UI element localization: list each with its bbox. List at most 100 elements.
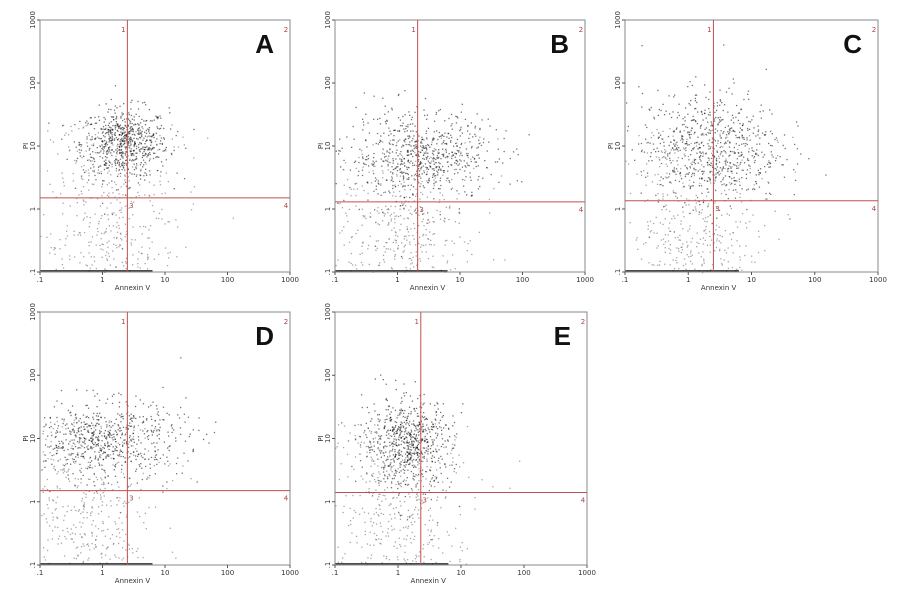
event-dot xyxy=(444,132,446,134)
event-dot xyxy=(695,76,697,78)
event-dot xyxy=(116,125,118,127)
event-dot xyxy=(116,446,118,449)
event-dot xyxy=(148,109,150,111)
event-dot xyxy=(391,175,393,178)
event-dot xyxy=(107,546,109,548)
event-dot xyxy=(348,261,350,263)
event-dot xyxy=(399,409,401,411)
event-dot xyxy=(115,441,117,443)
event-dot xyxy=(404,416,406,418)
event-dot xyxy=(723,143,726,145)
event-dot xyxy=(85,122,87,124)
event-dot xyxy=(48,446,50,448)
event-dot xyxy=(730,170,732,173)
event-dot xyxy=(699,238,702,240)
event-dot xyxy=(380,194,382,196)
event-dot xyxy=(152,134,154,136)
event-dot xyxy=(383,427,386,429)
event-dot xyxy=(658,264,661,266)
event-dot xyxy=(445,180,448,182)
event-dot xyxy=(690,175,693,178)
event-dot xyxy=(146,156,148,158)
event-dot xyxy=(711,264,714,266)
event-dot xyxy=(45,460,47,462)
event-dot xyxy=(697,162,699,164)
event-dot xyxy=(728,165,730,167)
event-dot xyxy=(397,247,399,249)
event-dot xyxy=(114,164,117,166)
event-dot xyxy=(132,226,134,228)
event-dot xyxy=(673,191,675,194)
event-dot xyxy=(425,130,428,132)
quadrant-number: 2 xyxy=(579,26,583,34)
event-dot xyxy=(725,158,727,160)
event-dot xyxy=(159,180,161,183)
event-dot xyxy=(405,266,407,269)
event-dot xyxy=(444,143,446,145)
event-dot xyxy=(392,187,394,190)
event-dot xyxy=(394,186,396,188)
event-dot xyxy=(148,135,150,137)
event-dot xyxy=(670,116,673,119)
event-dot xyxy=(389,465,391,467)
event-dot xyxy=(755,183,758,185)
event-dot xyxy=(163,441,165,443)
event-dot xyxy=(738,165,740,167)
event-dot xyxy=(389,152,391,154)
event-dot xyxy=(449,181,451,183)
event-dot xyxy=(366,473,368,475)
event-dot xyxy=(435,426,437,428)
event-dot xyxy=(79,434,81,436)
event-dot xyxy=(153,184,155,186)
event-dot xyxy=(74,485,77,487)
event-dot xyxy=(674,145,676,147)
event-dot xyxy=(403,203,405,205)
event-dot xyxy=(397,140,399,142)
event-dot xyxy=(114,132,116,134)
event-dot xyxy=(693,167,695,170)
event-dot xyxy=(114,138,116,140)
event-dot xyxy=(415,434,418,436)
event-dot xyxy=(769,130,772,133)
y-tick-label: 10 xyxy=(614,142,622,151)
event-dot xyxy=(104,268,106,270)
event-dot xyxy=(702,173,704,175)
event-dot xyxy=(733,151,735,153)
event-dot xyxy=(401,160,403,162)
event-dot xyxy=(459,154,461,157)
event-dot xyxy=(382,177,384,179)
event-dot xyxy=(403,412,405,414)
event-dot xyxy=(710,130,712,132)
event-dot xyxy=(107,129,109,131)
event-dot xyxy=(100,510,103,513)
event-dot xyxy=(119,175,122,177)
event-dot xyxy=(391,177,393,179)
event-dot xyxy=(448,486,451,488)
event-dot xyxy=(369,212,372,214)
event-dot xyxy=(135,147,138,150)
event-dot xyxy=(706,221,708,223)
event-dot xyxy=(741,169,743,171)
event-dot xyxy=(80,552,82,554)
event-dot xyxy=(76,422,78,424)
event-dot xyxy=(423,440,426,443)
event-dot xyxy=(166,412,168,414)
event-dot xyxy=(746,143,748,146)
event-dot xyxy=(61,447,63,449)
event-dot xyxy=(90,117,92,119)
event-dot xyxy=(93,169,95,171)
event-dot xyxy=(450,481,452,483)
event-dot xyxy=(427,453,429,455)
event-dot xyxy=(411,175,413,177)
event-dot xyxy=(437,188,440,190)
event-dot xyxy=(68,453,70,455)
event-dot xyxy=(703,260,705,262)
event-dot xyxy=(460,151,462,153)
event-dot xyxy=(675,128,677,130)
event-dot xyxy=(91,435,93,437)
event-dot xyxy=(689,131,691,133)
event-dot xyxy=(768,166,770,168)
event-dot xyxy=(440,168,442,170)
event-dot xyxy=(458,151,460,153)
event-dot xyxy=(116,450,118,452)
